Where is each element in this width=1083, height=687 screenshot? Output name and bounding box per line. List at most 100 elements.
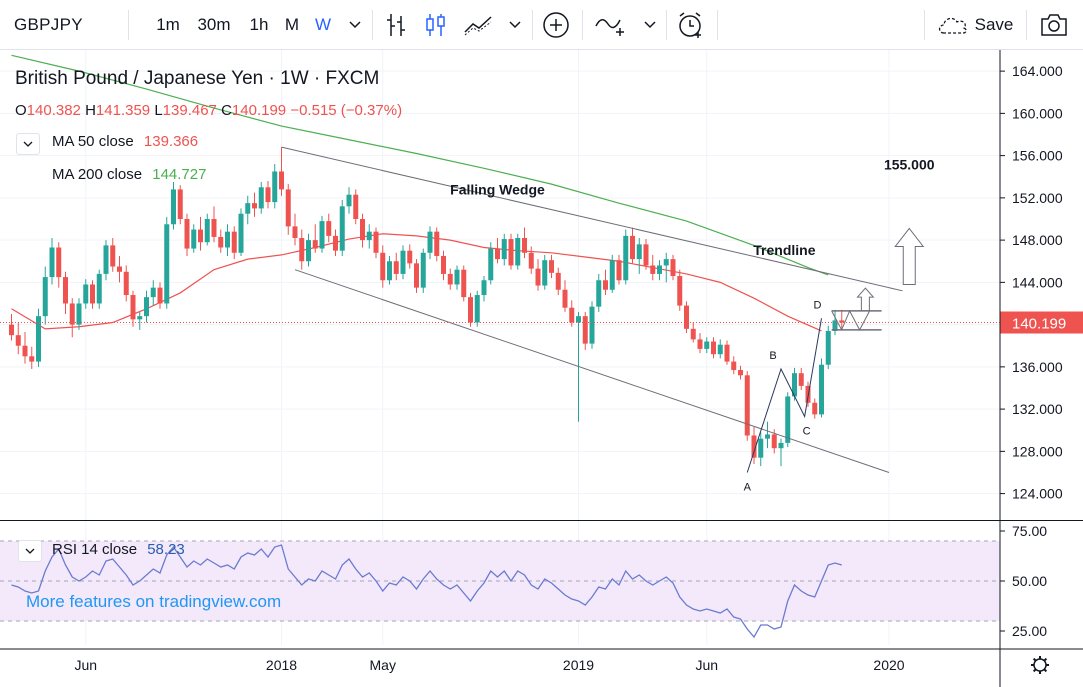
- candle: [596, 273, 602, 312]
- candle-body: [123, 271, 129, 296]
- candle: [42, 266, 48, 325]
- candle: [488, 242, 494, 285]
- candle-body: [609, 260, 615, 290]
- candle: [711, 337, 716, 359]
- candle-body: [96, 273, 102, 304]
- candle: [299, 229, 305, 270]
- candle-body: [252, 203, 257, 209]
- candle-body: [832, 320, 838, 331]
- rsi-value: 58.23: [147, 541, 185, 558]
- ma50-legend[interactable]: MA 50 close 139.366: [52, 133, 198, 150]
- candle: [231, 226, 237, 260]
- candle: [265, 180, 271, 209]
- chart-canvas[interactable]: A B C D Falling Wedge Trendline 155.000 124.00…: [0, 50, 1083, 687]
- candle: [373, 227, 379, 259]
- interval-month-button[interactable]: M: [284, 15, 300, 34]
- candle-body: [42, 277, 48, 317]
- target-label: 155.000: [884, 156, 935, 172]
- wave-label-b: B: [769, 350, 776, 362]
- candle-body: [393, 261, 399, 274]
- candle: [609, 254, 615, 293]
- compare-dropdown-icon[interactable]: [640, 0, 660, 50]
- time-tick-label: May: [370, 657, 396, 673]
- alert-icon[interactable]: [674, 0, 708, 50]
- candle: [56, 242, 62, 288]
- candle: [103, 240, 109, 281]
- rsi-panel: [0, 540, 1000, 639]
- candle-body: [171, 189, 176, 225]
- candle: [589, 301, 595, 349]
- area-style-icon[interactable]: [460, 0, 496, 50]
- ma200-legend[interactable]: MA 200 close 144.727: [52, 166, 206, 183]
- candle-body: [819, 364, 824, 415]
- candle: [319, 215, 325, 253]
- close-label: C: [221, 102, 232, 119]
- compare-icon[interactable]: [592, 0, 632, 50]
- legend-collapse-button[interactable]: [16, 133, 40, 155]
- save-button[interactable]: Save: [974, 15, 1014, 34]
- candle-style-icon[interactable]: [420, 0, 452, 50]
- ma50-value: 139.366: [143, 133, 199, 150]
- candle-body: [380, 252, 386, 281]
- candle: [252, 192, 257, 217]
- candle-body: [576, 316, 581, 323]
- candle-body: [272, 171, 278, 203]
- candle-body: [684, 305, 689, 329]
- candle-body: [144, 297, 149, 317]
- interval-week-button[interactable]: W: [314, 15, 332, 34]
- candle-body: [15, 335, 21, 346]
- candle-body: [717, 344, 723, 355]
- candle: [245, 195, 251, 225]
- candle: [812, 398, 818, 419]
- candle-body: [738, 370, 743, 376]
- toolbar-divider: [717, 10, 718, 40]
- candle-body: [312, 240, 318, 249]
- axes: 124.000128.000132.000136.000140.000144.0…: [0, 50, 1083, 687]
- rsi-legend[interactable]: RSI 14 close 58.23: [52, 541, 185, 558]
- candle: [454, 265, 460, 290]
- candle: [9, 314, 14, 341]
- candle: [765, 421, 770, 449]
- candle: [670, 254, 676, 281]
- candle-body: [501, 239, 507, 260]
- interval-1h-button[interactable]: 1h: [249, 15, 269, 34]
- rsi-collapse-button[interactable]: [18, 540, 42, 562]
- wedge-lower-line: [294, 269, 890, 473]
- chart-style-dropdown-icon[interactable]: [505, 0, 525, 50]
- candle: [130, 290, 136, 327]
- low-value: 139.467: [162, 102, 217, 119]
- candle-body: [758, 438, 764, 458]
- candle-body: [90, 284, 95, 304]
- toolbar-divider: [924, 10, 925, 40]
- tradingview-watermark[interactable]: More features on tradingview.com: [26, 592, 282, 611]
- cloud-save-icon[interactable]: [935, 0, 971, 50]
- candle: [825, 325, 831, 369]
- candle-body: [778, 442, 784, 449]
- candle-body: [299, 238, 305, 262]
- interval-30m-button[interactable]: 30m: [197, 15, 231, 34]
- candle-body: [643, 244, 649, 266]
- bar-style-icon[interactable]: [383, 0, 413, 50]
- candle: [306, 233, 311, 267]
- interval-1m-button[interactable]: 1m: [156, 15, 180, 34]
- candle: [110, 238, 116, 272]
- candle-body: [495, 248, 500, 260]
- candle-body: [589, 306, 595, 344]
- symbol-search-button[interactable]: GBPJPY: [14, 15, 83, 34]
- settings-gear-icon[interactable]: [1031, 656, 1049, 674]
- candle-body: [447, 273, 453, 285]
- target-arrow-icon: [894, 227, 925, 285]
- candle-body: [400, 250, 406, 274]
- snapshot-icon[interactable]: [1036, 0, 1072, 50]
- candle: [677, 269, 683, 311]
- close-value: 140.199: [231, 102, 287, 119]
- interval-dropdown-icon[interactable]: [345, 0, 365, 50]
- candle-body: [83, 284, 89, 304]
- candle-body: [677, 276, 683, 306]
- candle: [83, 279, 89, 309]
- ohlc-readout: O140.382 H141.359 L139.467 C140.199 −0.5…: [15, 102, 402, 119]
- candle-body: [657, 265, 662, 274]
- indicators-icon[interactable]: [540, 0, 572, 50]
- candle: [387, 255, 392, 285]
- chart-title: British Pound / Japanese Yen · 1W · FXCM: [15, 68, 380, 89]
